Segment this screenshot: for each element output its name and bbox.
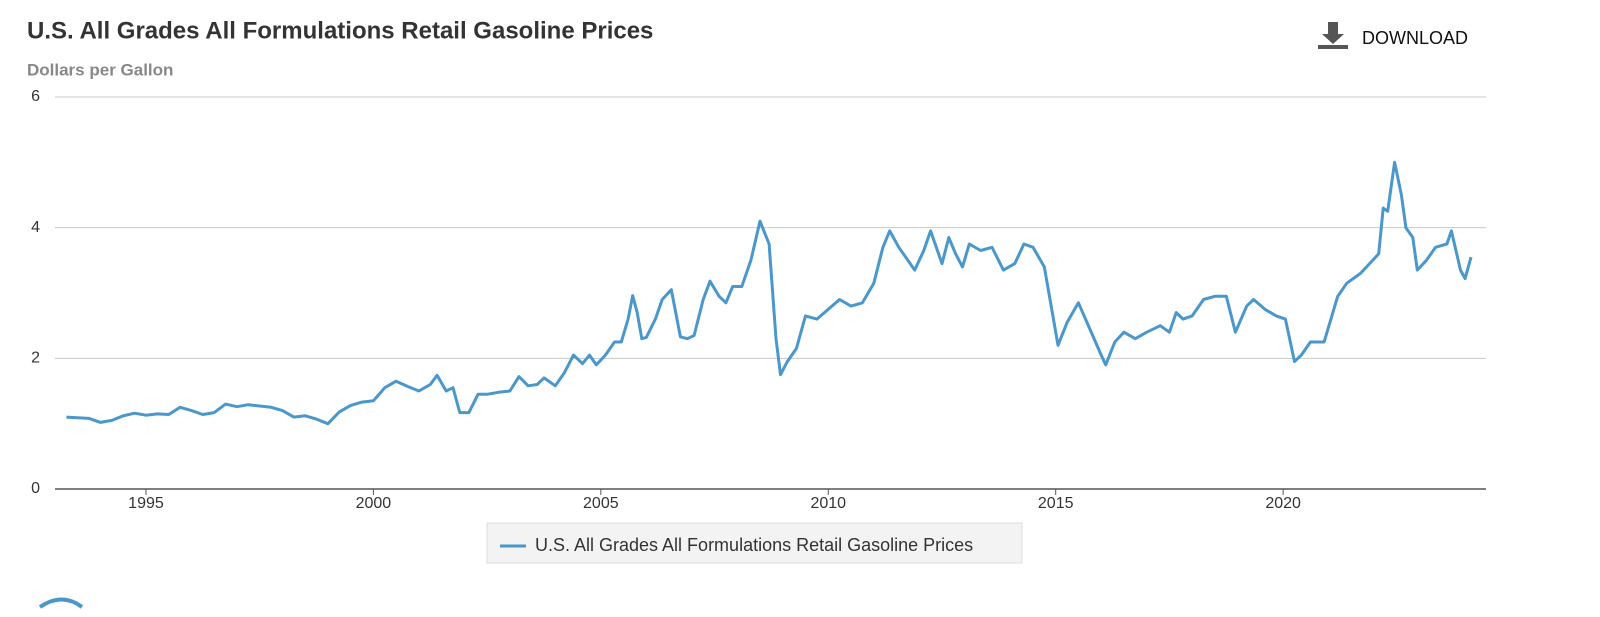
download-icon-bar (1318, 45, 1348, 49)
download-icon (1322, 22, 1344, 44)
y-tick-label: 6 (31, 88, 40, 105)
x-tick-label: 2005 (583, 495, 619, 512)
price-line (66, 160, 1473, 426)
x-tick-label: 2000 (356, 495, 392, 512)
legend-label: U.S. All Grades All Formulations Retail … (535, 535, 973, 555)
chart-title: U.S. All Grades All Formulations Retail … (27, 17, 653, 44)
x-tick-label: 2015 (1038, 495, 1074, 512)
x-tick-label: 2010 (810, 495, 846, 512)
chart-subtitle: Dollars per Gallon (27, 60, 173, 79)
legend-box (486, 522, 1023, 564)
download-button[interactable]: DOWNLOAD (1318, 22, 1468, 49)
download-label[interactable]: DOWNLOAD (1362, 28, 1468, 48)
logo-fragment (38, 597, 84, 609)
y-tick-label: 4 (31, 219, 40, 236)
y-tick-label: 0 (31, 480, 40, 497)
x-tick-label: 1995 (128, 495, 164, 512)
x-tick-label: 2020 (1265, 495, 1301, 512)
y-tick-label: 2 (31, 350, 40, 367)
